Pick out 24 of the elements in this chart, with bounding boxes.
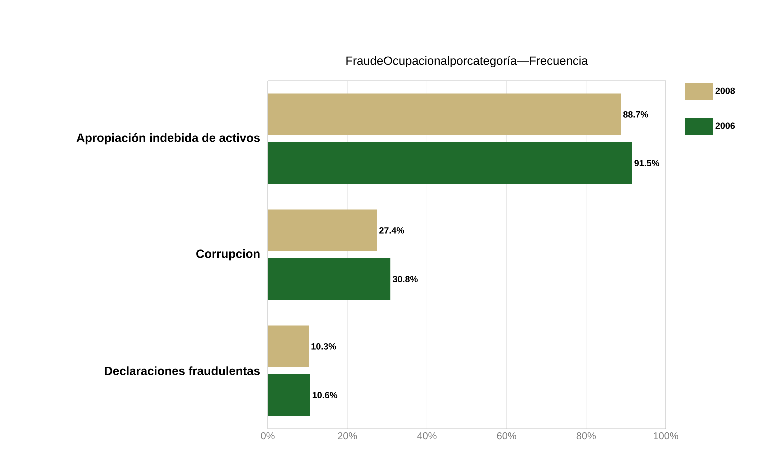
data-label: 10.3% bbox=[312, 343, 336, 350]
y-tick-label: Declaraciones fraudulentas bbox=[105, 366, 260, 376]
x-tick-label: 0% bbox=[261, 432, 275, 440]
x-tick-label: 60% bbox=[497, 432, 516, 440]
y-tick-label: Apropiación indebida de activos bbox=[76, 133, 260, 145]
data-label: 91.5% bbox=[634, 160, 660, 167]
x-tick-label: 20% bbox=[338, 432, 358, 440]
y-tick-label: Corrupcion bbox=[196, 249, 260, 261]
data-label: 10.6% bbox=[312, 392, 338, 399]
bar bbox=[268, 210, 378, 252]
bar bbox=[268, 258, 391, 300]
bar bbox=[268, 374, 310, 416]
x-tick-label: 80% bbox=[576, 432, 596, 440]
bar bbox=[268, 142, 632, 184]
legend-label: 2006 bbox=[716, 122, 736, 130]
data-label: 27.4% bbox=[380, 227, 404, 234]
x-tick-label: 100% bbox=[654, 432, 678, 440]
chart-title: FraudeOcupacionalporcategoría—Frecuencia bbox=[346, 56, 588, 68]
bar bbox=[268, 326, 309, 368]
x-tick-label: 40% bbox=[417, 432, 437, 440]
data-label: 30.8% bbox=[392, 276, 418, 283]
bar bbox=[268, 94, 622, 136]
legend-label: 2008 bbox=[716, 88, 736, 94]
data-label: 88.7% bbox=[624, 111, 648, 118]
